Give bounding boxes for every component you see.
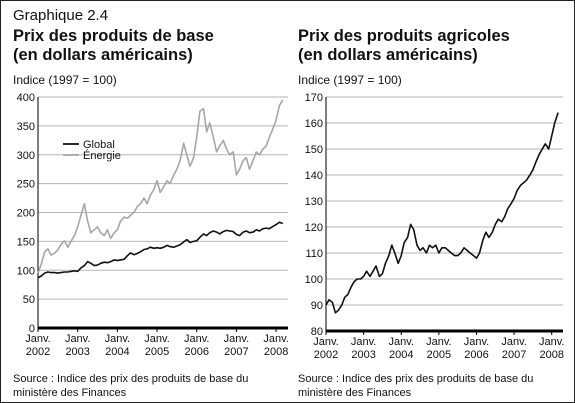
right-y-tick-label: 100 <box>305 274 323 286</box>
left-y-tick-label: 200 <box>17 208 35 220</box>
legend-label-0: Global <box>83 139 115 151</box>
right-title-line2: (en dollars américains) <box>298 46 478 64</box>
right-y-tick-label: 130 <box>305 196 323 208</box>
right-y-tick-label: 120 <box>305 222 323 234</box>
left-x-tick-label-month: Janv. <box>263 333 288 345</box>
right-y-tick-label: 170 <box>305 92 323 104</box>
left-y-tick-label: 300 <box>17 150 35 162</box>
left-source-note: Source : Indice des prix des produits de… <box>13 372 248 400</box>
left-y-ticks: 0 50 100 150 200 250 300 350 400 <box>17 92 35 335</box>
right-source-line2: ministère des Finances <box>298 387 412 399</box>
left-y-tick-label: 400 <box>17 92 35 104</box>
right-x-tick-label-year: 2008 <box>539 349 563 361</box>
right-y-tick-label: 110 <box>305 248 323 260</box>
right-y-axis-label: Indice (1997 = 100) <box>298 73 402 87</box>
left-x-tick-label-month: Janv. <box>144 333 169 345</box>
left-title-line1: Prix des produits de base <box>13 27 214 45</box>
left-y-tick-label: 250 <box>17 179 35 191</box>
right-x-ticks: Janv.2002Janv.2003Janv.2004Janv.2005Janv… <box>313 331 564 361</box>
left-x-tick-label-year: 2008 <box>264 346 288 358</box>
right-y-tick-label: 140 <box>305 170 323 182</box>
right-x-tick-label-month: Janv. <box>351 336 376 348</box>
right-x-tick-label-year: 2004 <box>389 349 413 361</box>
right-x-tick-label-month: Janv. <box>388 336 413 348</box>
right-y-tick-label: 160 <box>305 118 323 130</box>
figure-number: Graphique 2.4 <box>13 7 109 24</box>
left-x-tick-label-year: 2003 <box>65 346 89 358</box>
left-title-line2: (en dollars américains) <box>13 46 193 64</box>
left-x-ticks: Janv.2002Janv.2003Janv.2004Janv.2005Janv… <box>25 328 289 358</box>
right-x-tick-label-month: Janv. <box>539 336 564 348</box>
right-series-line-0 <box>325 112 559 314</box>
right-source-line1: Source : Indice des prix des produits de… <box>298 373 534 385</box>
right-x-tick-label-month: Janv. <box>464 336 489 348</box>
right-series <box>325 112 559 314</box>
left-chart-title: Prix des produits de base (en dollars am… <box>13 27 214 65</box>
left-y-tick-label: 350 <box>17 121 35 133</box>
left-x-tick-label-month: Janv. <box>105 333 130 345</box>
left-x-tick-label-month: Janv. <box>25 333 50 345</box>
left-x-tick-label-month: Janv. <box>65 333 90 345</box>
right-y-tick-label: 150 <box>305 144 323 156</box>
left-source-line2: ministère des Finances <box>13 387 127 399</box>
left-series-line-1 <box>37 99 284 274</box>
right-title-line1: Prix des produits agricoles <box>298 27 510 45</box>
right-source-note: Source : Indice des prix des produits de… <box>298 372 533 400</box>
right-x-tick-label-year: 2006 <box>464 349 488 361</box>
left-y-tick-label: 150 <box>17 236 35 248</box>
legend-label-1: Énergie <box>83 149 121 162</box>
right-x-tick-label-year: 2005 <box>427 349 451 361</box>
left-x-tick-label-year: 2005 <box>145 346 169 358</box>
left-x-tick-label-month: Janv. <box>224 333 249 345</box>
right-y-tick-label: 80 <box>311 326 323 338</box>
right-x-tick-label-year: 2007 <box>502 349 526 361</box>
left-y-tick-label: 100 <box>17 265 35 277</box>
left-y-axis-label: Indice (1997 = 100) <box>13 73 117 87</box>
left-source-line1: Source : Indice des prix des produits de… <box>13 373 249 385</box>
left-x-tick-label-year: 2004 <box>105 346 129 358</box>
right-x-tick-label-month: Janv. <box>313 336 338 348</box>
left-y-tick-label: 50 <box>23 294 35 306</box>
left-x-tick-label-year: 2007 <box>224 346 248 358</box>
right-x-tick-label-year: 2002 <box>314 349 338 361</box>
left-x-tick-label-year: 2006 <box>184 346 208 358</box>
right-x-tick-label-month: Janv. <box>426 336 451 348</box>
left-series-line-0 <box>37 221 284 279</box>
right-chart-title: Prix des produits agricoles (en dollars … <box>298 27 510 65</box>
left-x-tick-label-month: Janv. <box>184 333 209 345</box>
right-grid <box>325 96 563 333</box>
right-x-tick-label-month: Janv. <box>501 336 526 348</box>
left-grid <box>37 96 288 330</box>
right-x-tick-label-year: 2003 <box>351 349 375 361</box>
left-series <box>37 99 284 279</box>
right-y-ticks: 80 90 100 110 120 130 140 150 160 170 <box>305 92 323 338</box>
right-y-tick-label: 90 <box>311 300 323 312</box>
left-x-tick-label-year: 2002 <box>26 346 50 358</box>
left-y-tick-label: 0 <box>29 323 35 335</box>
